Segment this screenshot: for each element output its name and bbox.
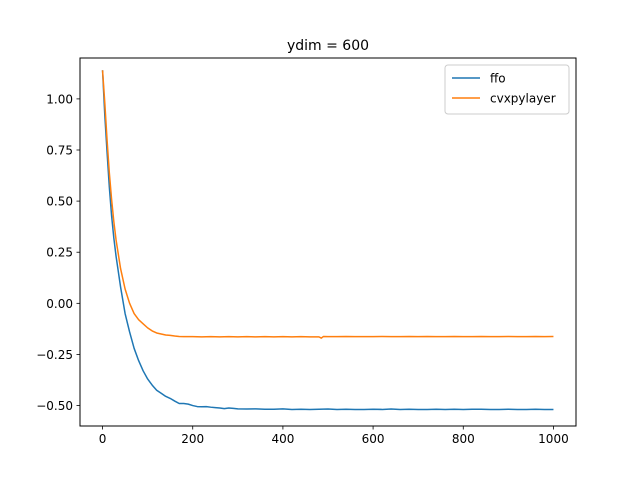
y-tick-label: 0.00 bbox=[46, 297, 73, 311]
y-tick-label: 1.00 bbox=[46, 92, 73, 106]
y-tick-label: −0.25 bbox=[36, 348, 73, 362]
legend-label-ffo: ffo bbox=[490, 72, 506, 86]
y-tick-label: 0.50 bbox=[46, 195, 73, 209]
series-line-cvxpylayer bbox=[101, 70, 554, 339]
plot-frame bbox=[79, 57, 577, 427]
x-tick-label: 600 bbox=[362, 432, 385, 446]
series-group bbox=[101, 70, 554, 411]
legend: ffo cvxpylayer bbox=[444, 64, 570, 115]
x-axis: 0 200 400 600 800 1000 bbox=[99, 426, 569, 446]
y-tick-label: 0.25 bbox=[46, 246, 73, 260]
legend-box bbox=[444, 64, 570, 115]
y-tick-label: 0.75 bbox=[46, 144, 73, 158]
x-tick-label: 800 bbox=[452, 432, 475, 446]
x-tick-label: 1000 bbox=[538, 432, 569, 446]
x-tick-label: 400 bbox=[271, 432, 294, 446]
y-axis: −0.50 −0.25 0.00 0.25 0.50 0.75 1.00 bbox=[36, 92, 80, 413]
series-line-ffo bbox=[101, 70, 554, 411]
y-tick-label: −0.50 bbox=[36, 399, 73, 413]
chart-title: ydim = 600 bbox=[287, 38, 369, 54]
x-tick-label: 200 bbox=[181, 432, 204, 446]
legend-label-cvxpylayer: cvxpylayer bbox=[490, 92, 556, 106]
x-tick-label: 0 bbox=[99, 432, 107, 446]
